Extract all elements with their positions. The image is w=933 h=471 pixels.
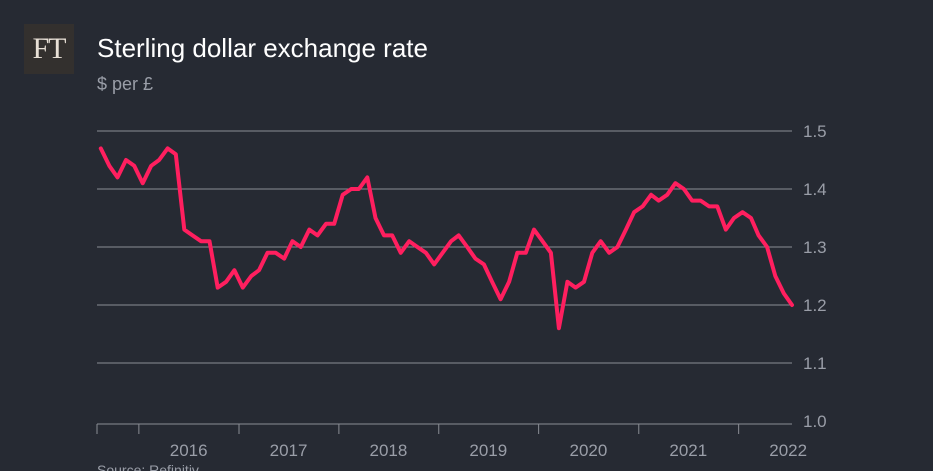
x-tick-label: 2020 (570, 441, 608, 460)
source-note: Source: Refinitiv (97, 462, 199, 471)
chart-subtitle: $ per £ (97, 74, 154, 94)
series-line (98, 146, 794, 331)
y-tick-label: 1.1 (803, 354, 827, 373)
x-tick-label: 2019 (469, 441, 507, 460)
y-tick-label: 1.3 (803, 238, 827, 257)
y-tick-label: 1.5 (803, 122, 827, 141)
y-tick-label: 1.2 (803, 296, 827, 315)
chart-title: Sterling dollar exchange rate (97, 33, 428, 63)
x-tick-label: 2017 (270, 441, 308, 460)
x-tick-label: 2016 (170, 441, 208, 460)
ft-logo: FT (24, 24, 74, 74)
x-tick-label: 2022 (769, 441, 807, 460)
y-tick-label: 1.4 (803, 180, 827, 199)
y-tick-label: 1.0 (803, 412, 827, 431)
x-tick-label: 2021 (669, 441, 707, 460)
x-tick-label: 2018 (369, 441, 407, 460)
